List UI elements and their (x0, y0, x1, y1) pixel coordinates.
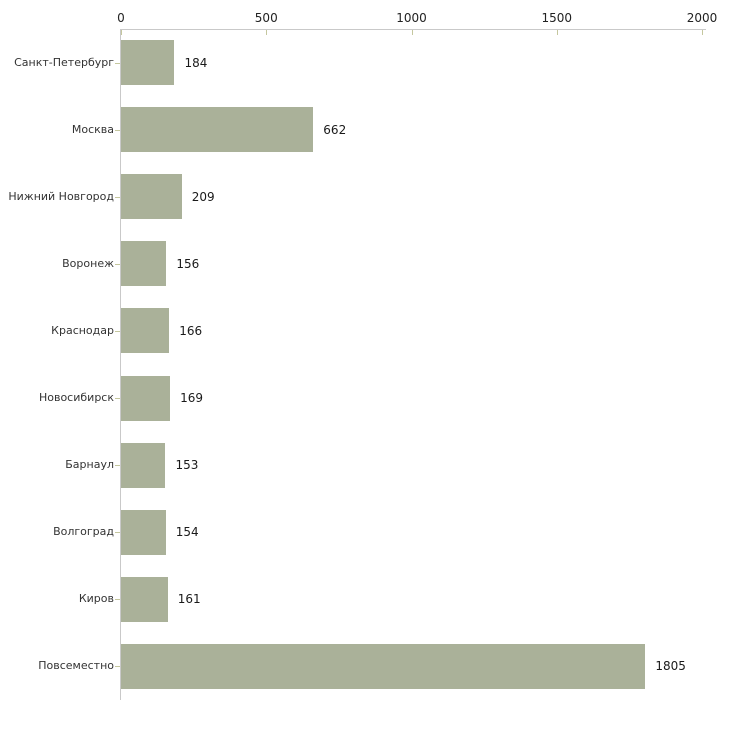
x-tick-mark (266, 30, 268, 35)
x-tick-label: 2000 (686, 11, 718, 25)
category-label: Новосибирск (38, 391, 114, 405)
category-label: Волгоград (53, 525, 114, 539)
bar (121, 241, 167, 287)
category-label: Нижний Новгород (8, 189, 114, 203)
category-label: Санкт-Петербург (14, 55, 114, 69)
bar (121, 509, 166, 555)
category-tick (115, 129, 120, 131)
category-tick (115, 330, 120, 332)
x-tick-mark (121, 30, 122, 35)
x-tick-mark (702, 30, 703, 35)
x-tick-label: 1500 (541, 11, 573, 25)
category-label: Киров (78, 592, 114, 606)
bar (121, 308, 170, 354)
bar (121, 107, 314, 153)
x-tick-label: 0 (117, 11, 125, 25)
bar (121, 375, 171, 421)
value-label: 154 (175, 525, 199, 540)
category-tick (115, 196, 120, 198)
x-axis-line (121, 29, 706, 30)
x-tick-label: 500 (254, 11, 278, 25)
category-label: Москва (71, 122, 114, 136)
category-tick (115, 263, 120, 265)
value-label: 161 (177, 592, 201, 607)
value-label: 166 (179, 323, 203, 338)
category-tick (115, 465, 120, 467)
value-label: 156 (176, 256, 200, 271)
category-label: Краснодар (51, 323, 114, 337)
bar (121, 643, 646, 689)
category-tick (115, 532, 120, 534)
bar (121, 576, 168, 622)
value-label: 662 (323, 122, 347, 137)
value-label: 169 (180, 391, 203, 406)
category-label: Воронеж (62, 256, 114, 270)
x-tick-mark (411, 30, 413, 35)
category-tick (115, 599, 120, 601)
value-label: 184 (184, 55, 208, 70)
bar (121, 442, 166, 488)
category-tick (115, 398, 120, 400)
category-tick (115, 666, 120, 668)
category-label: Барнаул (65, 458, 114, 472)
bar (121, 40, 175, 86)
value-label: 1805 (655, 659, 686, 674)
category-tick (115, 62, 120, 64)
value-label: 153 (175, 458, 199, 473)
bar (121, 174, 182, 220)
category-label: Повсеместно (38, 659, 114, 673)
x-tick-label: 1000 (396, 11, 427, 25)
y-axis-line (120, 29, 121, 700)
value-label: 209 (191, 189, 215, 204)
x-tick-mark (556, 30, 558, 35)
